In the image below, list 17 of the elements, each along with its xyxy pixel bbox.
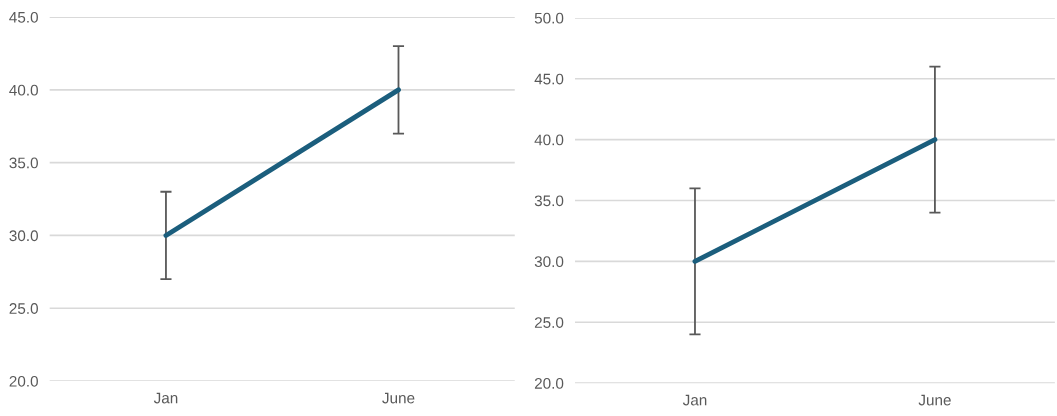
y-tick-label: 35.0 [534,195,564,207]
x-tick-label: June [918,394,951,406]
x-tick-label: Jan [682,394,707,406]
y-tick-label: 40.0 [9,84,38,96]
y-tick-label: 35.0 [9,157,38,169]
y-tick-label: 20.0 [9,375,38,387]
y-tick-label: 45.0 [534,73,564,85]
y-tick-label: 40.0 [534,134,564,146]
y-tick-label: 20.0 [534,378,564,389]
y-tick-label: 30.0 [534,256,564,268]
y-tick-label: 45.0 [9,11,38,23]
x-tick-label: Jan [153,392,178,404]
y-tick-label: 50.0 [534,12,564,24]
y-tick-label: 25.0 [9,303,38,314]
y-tick-label: 30.0 [9,230,38,242]
y-tick-label: 25.0 [534,317,564,328]
x-tick-label: June [382,392,415,404]
